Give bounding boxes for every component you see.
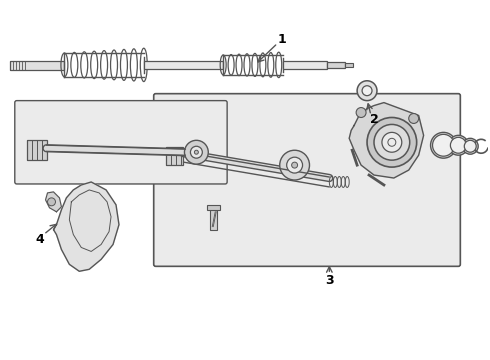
Text: 3: 3	[325, 274, 334, 287]
Circle shape	[184, 140, 208, 164]
Bar	[210, 208, 217, 230]
Circle shape	[374, 125, 410, 160]
Circle shape	[367, 117, 416, 167]
Circle shape	[462, 138, 478, 154]
Circle shape	[357, 81, 377, 100]
Bar	[283, 61, 327, 69]
FancyBboxPatch shape	[15, 100, 227, 184]
Bar	[327, 62, 345, 68]
Circle shape	[382, 132, 402, 152]
Circle shape	[280, 150, 310, 180]
Circle shape	[292, 162, 297, 168]
Polygon shape	[349, 103, 424, 178]
Circle shape	[431, 132, 456, 158]
FancyBboxPatch shape	[154, 94, 460, 266]
Bar	[144, 61, 223, 69]
Polygon shape	[53, 182, 119, 271]
Circle shape	[465, 140, 476, 152]
Text: 4: 4	[35, 233, 44, 246]
Bar	[345, 63, 353, 67]
Circle shape	[409, 113, 418, 123]
Circle shape	[433, 134, 454, 156]
Text: 2: 2	[369, 113, 378, 126]
Circle shape	[448, 135, 468, 155]
Circle shape	[191, 146, 202, 158]
Bar	[26, 140, 47, 160]
Text: 1: 1	[277, 33, 286, 46]
Circle shape	[362, 86, 372, 96]
Circle shape	[48, 198, 55, 206]
Circle shape	[195, 150, 198, 154]
Bar	[10, 61, 64, 70]
Circle shape	[356, 108, 366, 117]
Polygon shape	[46, 192, 61, 212]
Circle shape	[450, 137, 466, 153]
Circle shape	[287, 157, 302, 173]
Bar	[166, 147, 183, 165]
Bar	[207, 205, 220, 210]
